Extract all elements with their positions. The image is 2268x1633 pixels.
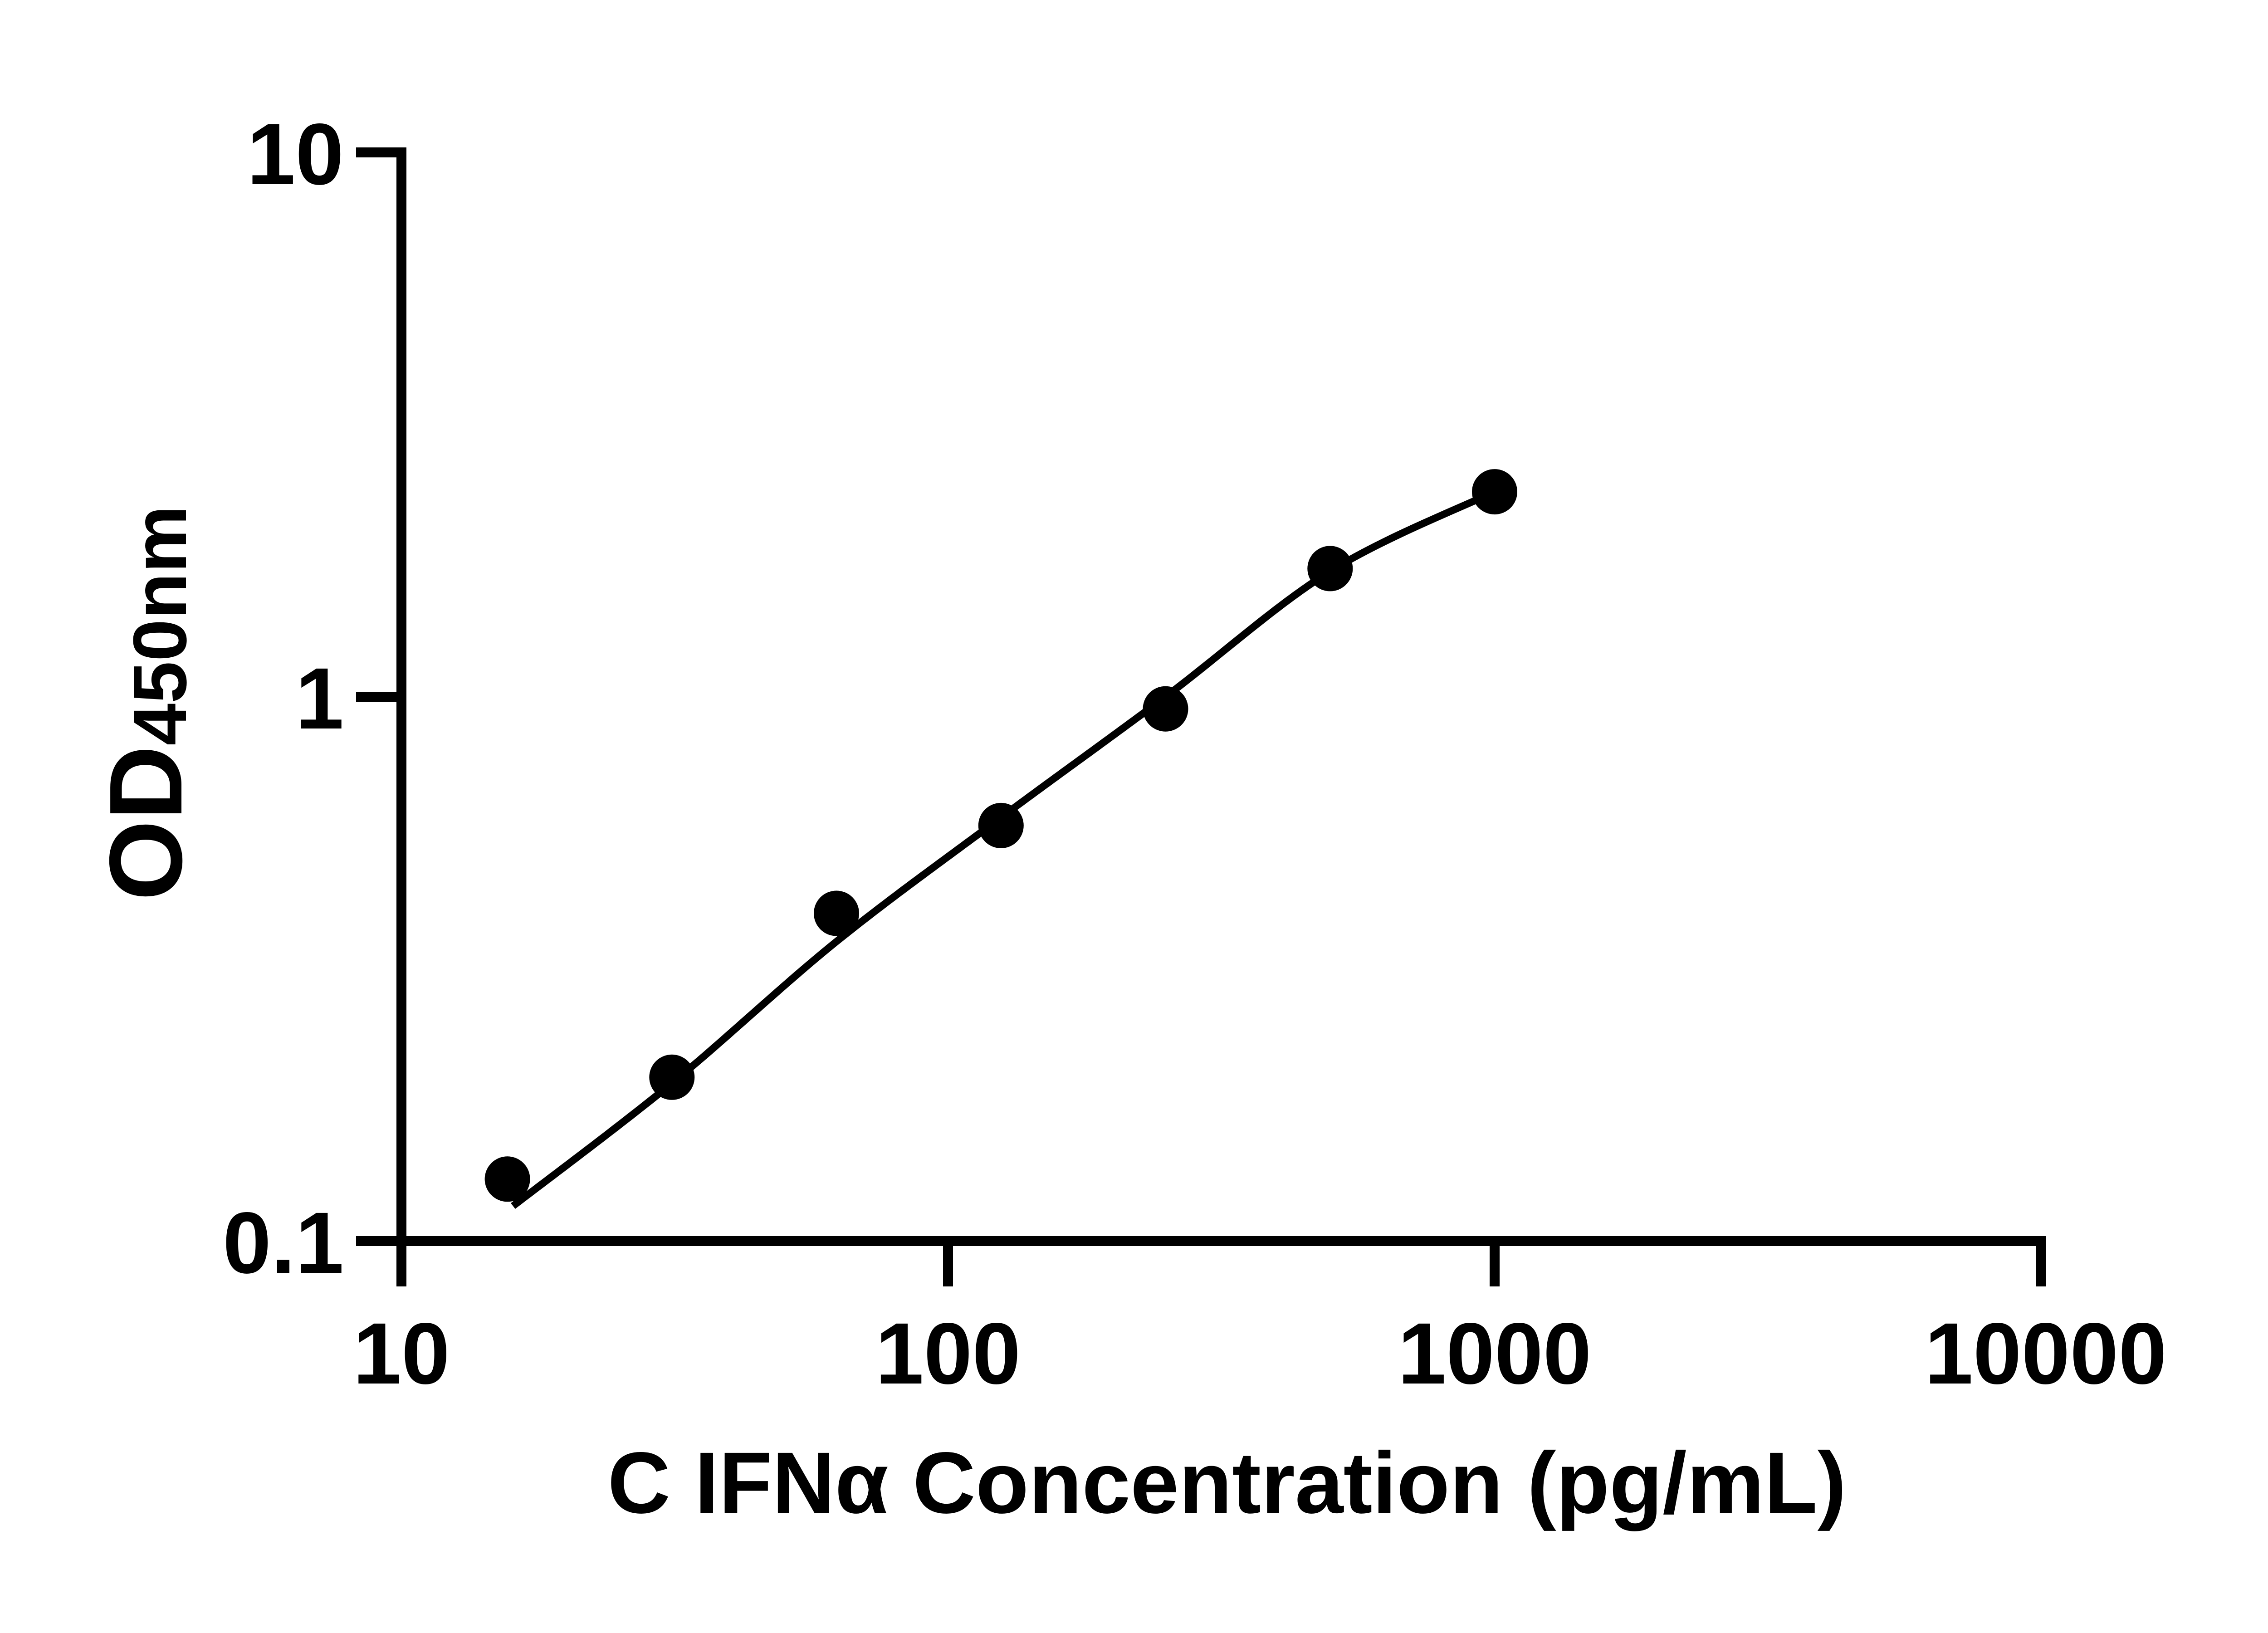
data-point-2 [649,1054,695,1100]
data-point-7 [1472,469,1517,515]
y-tick-label-0.1: 0.1 [223,1194,344,1291]
data-point-6 [1307,546,1353,592]
x-axis-title: C IFNα Concentration (pg/mL) [607,1434,1846,1531]
y-axis-title-main: OD [88,746,204,901]
x-tick-labels: 10 100 1000 10000 [353,1305,2167,1402]
x-tick-label-100: 100 [875,1305,1021,1402]
fit-curve-path [511,488,1496,1209]
data-point-3 [814,890,859,936]
y-tick-label-10: 10 [247,105,344,203]
x-ticks [396,1241,2046,1286]
x-tick-label-10: 10 [353,1305,450,1402]
y-axis-title-subscript: 450nm [118,505,202,745]
data-points [484,469,1517,1202]
data-point-1 [484,1156,530,1202]
axes: 10 1 0.1 10 100 1000 10000 [223,105,2167,1402]
y-axis-title: OD450nm [88,505,204,900]
x-tick-label-10000: 10000 [1925,1305,2167,1402]
data-point-4 [978,802,1024,848]
y-tick-label-1: 1 [295,650,344,747]
fit-curve [511,488,1496,1209]
y-tick-labels: 10 1 0.1 [223,105,344,1291]
x-tick-label-1000: 1000 [1398,1305,1591,1402]
data-point-5 [1143,686,1188,732]
